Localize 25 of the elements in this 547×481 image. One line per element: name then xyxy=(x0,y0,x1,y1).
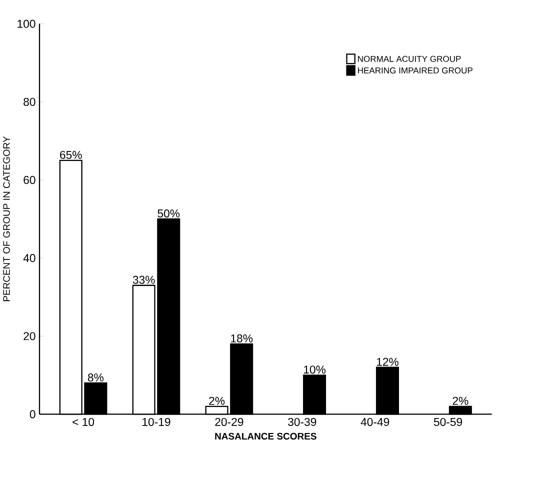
data-label: 50% xyxy=(158,209,180,218)
x-tick-label: 40-49 xyxy=(360,418,390,426)
y-tick-label: 40 xyxy=(23,254,36,262)
data-label: 12% xyxy=(376,358,398,366)
x-tick-label: 10-19 xyxy=(142,418,170,426)
data-label: 2% xyxy=(209,396,225,405)
data-label: 33% xyxy=(132,276,155,284)
x-tick-label: 50-59 xyxy=(434,418,462,426)
x-axis-title: NASALANCE SCORES xyxy=(215,432,316,440)
data-label: 65% xyxy=(60,150,82,159)
data-label: 10% xyxy=(304,366,326,374)
y-tick-label: 0 xyxy=(30,410,36,418)
x-tick-label: 20-29 xyxy=(215,418,244,426)
y-tick-label: 100 xyxy=(18,20,36,28)
x-tick-label: 30-39 xyxy=(288,418,316,426)
y-axis-title: PERCENT OF GROUP IN CATEGORY xyxy=(3,136,10,302)
data-label: 8% xyxy=(88,373,104,382)
legend-label: NORMAL ACUITY GROUP xyxy=(358,56,461,62)
x-tick-label: < 10 xyxy=(72,418,94,426)
y-tick-label: 80 xyxy=(24,98,36,106)
y-tick-label: 60 xyxy=(24,176,36,184)
legend-label: HEARING IMPAIRED GROUP xyxy=(358,67,472,74)
data-label: 2% xyxy=(452,396,468,405)
y-tick-label: 20 xyxy=(24,332,36,340)
data-label: 18% xyxy=(231,334,253,342)
